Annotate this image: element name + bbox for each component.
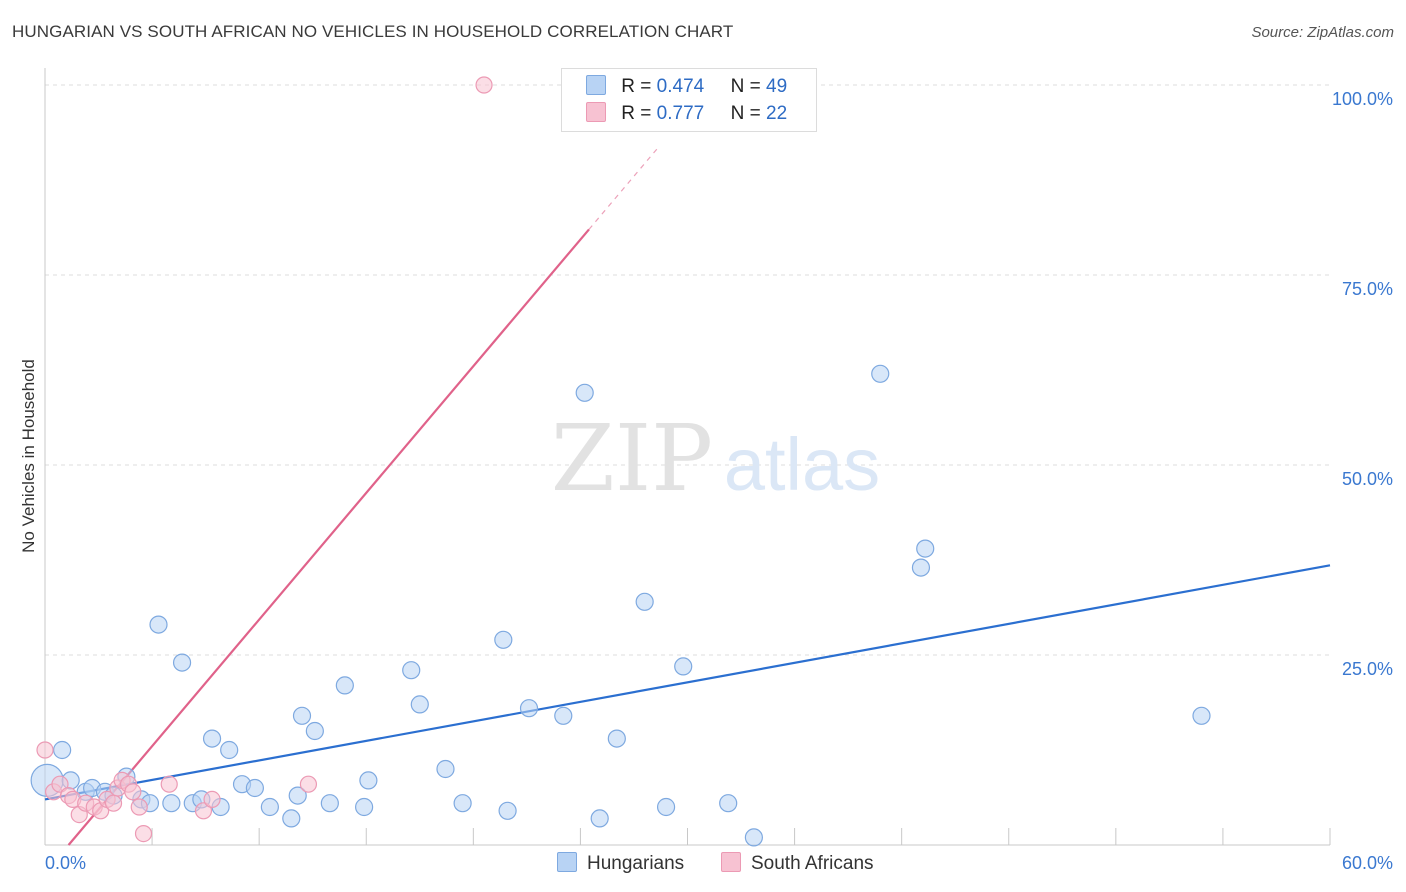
hungarians-point [305, 721, 324, 741]
hungarians-point [202, 729, 222, 748]
hungarians-point [162, 794, 181, 813]
bottom-legend-south-africans[interactable]: South Africans [721, 852, 874, 875]
legend-row-south-africans: R = 0.777 N = 22 [586, 102, 787, 128]
south-africans-trendline [67, 228, 590, 846]
y-tick-label: 100.0% [1332, 89, 1393, 109]
hungarians-point [410, 695, 429, 714]
hungarians-point [744, 828, 763, 847]
hungarians-point [149, 615, 168, 634]
hungarians-point [656, 797, 676, 817]
y-tick-label: 25.0% [1342, 659, 1393, 679]
south-africans-point [130, 798, 148, 816]
stats-legend: R = 0.474 N = 49 R = 0.777 N = 22 [561, 68, 817, 132]
hungarians-point [1192, 706, 1211, 725]
legend-n-value: 22 [766, 103, 788, 124]
hungarians-point [282, 809, 301, 828]
hungarians-point [674, 657, 693, 676]
south-africans-label: South Africans [751, 853, 874, 874]
hungarians-point [635, 592, 654, 611]
hungarians-point [498, 801, 517, 820]
legend-r-label: R = [621, 103, 652, 124]
hungarians-point [53, 740, 72, 760]
legend-n-label: N = [730, 103, 761, 124]
hungarians-point [453, 794, 472, 813]
hungarians-point [260, 797, 279, 817]
hungarians-swatch [557, 852, 577, 872]
hungarians-point [916, 539, 935, 558]
south-africans-point [51, 775, 69, 793]
legend-r-value: 0.777 [656, 103, 705, 124]
legend-r-label: R = [621, 76, 652, 97]
hungarians-point [320, 794, 339, 813]
hungarians-point [911, 558, 931, 577]
south-africans-point [194, 802, 213, 820]
hungarians-point [871, 364, 890, 383]
watermark-atlas: atlas [724, 423, 880, 506]
hungarians-point [494, 630, 513, 649]
legend-row-hungarians: R = 0.474 N = 49 [586, 75, 787, 101]
bottom-legend-hungarians[interactable]: Hungarians [557, 852, 684, 875]
hungarians-point [355, 797, 374, 817]
hungarians-point [719, 794, 738, 813]
legend-n-label: N = [730, 76, 761, 97]
south-africans-point [475, 76, 493, 94]
legend-r-value: 0.474 [656, 76, 705, 97]
grid-layer [45, 84, 1330, 656]
hungarians-point [519, 699, 539, 718]
hungarians-point [292, 706, 312, 725]
hungarians-point [288, 786, 307, 805]
south-africans-point [160, 775, 178, 793]
south-africans-trendline-extension [588, 145, 661, 230]
hungarians-point [335, 676, 354, 695]
zipatlas-watermark: ZIP atlas [551, 405, 880, 512]
hungarians-point [402, 661, 421, 680]
hungarians-point [245, 778, 264, 798]
hungarians-point [436, 759, 455, 779]
hungarians-point [575, 383, 594, 402]
hungarians-point [590, 809, 609, 828]
y-tick-label: 75.0% [1342, 279, 1393, 299]
watermark-zip: ZIP [551, 405, 713, 512]
legend-swatch-pink [586, 102, 606, 122]
point-layer [30, 76, 1211, 847]
south-africans-point [203, 790, 221, 809]
trend-layer [44, 145, 1331, 846]
south-africans-swatch [721, 852, 741, 872]
hungarians-point [554, 706, 573, 725]
x-tick-label-min: 0.0% [45, 853, 86, 873]
hungarians-point [220, 740, 239, 760]
source-credit: Source: ZipAtlas.com [1251, 24, 1394, 41]
legend-swatch-blue [586, 75, 606, 95]
hungarians-trendline [44, 564, 1331, 801]
south-africans-point [299, 775, 318, 793]
hungarians-point [607, 729, 626, 748]
hungarians-label: Hungarians [587, 853, 685, 874]
south-africans-point [134, 824, 153, 843]
x-tick-label-max: 60.0% [1342, 853, 1393, 873]
y-tick-label: 50.0% [1342, 469, 1393, 489]
hungarians-point [172, 653, 192, 672]
hungarians-point [359, 771, 378, 790]
south-africans-point [124, 783, 142, 801]
south-africans-point [104, 794, 123, 812]
legend-n-value: 49 [766, 76, 788, 97]
axis-layer: 25.0% 50.0% 75.0% 100.0% 0.0% 60.0% [44, 68, 1393, 873]
south-africans-point [36, 741, 54, 759]
chart-title: HUNGARIAN VS SOUTH AFRICAN NO VEHICLES I… [12, 22, 734, 41]
